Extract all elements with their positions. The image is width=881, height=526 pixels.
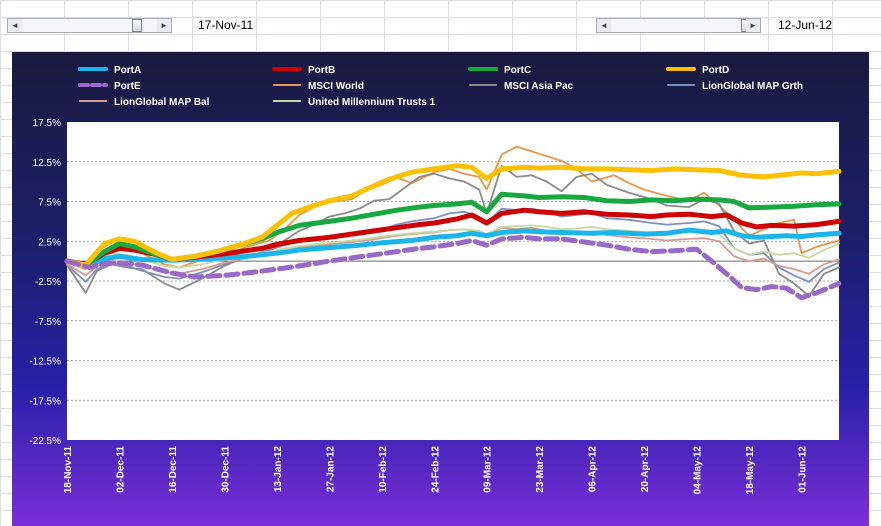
legend-label: MSCI Asia Pac xyxy=(504,81,574,92)
legend-label: PortA xyxy=(114,65,141,76)
scroll-right-arrow-icon[interactable]: ► xyxy=(746,19,760,32)
x-tick-label: 23-Mar-12 xyxy=(535,446,546,493)
x-tick-label: 16-Dec-11 xyxy=(168,446,179,493)
start-date-scrollbar[interactable]: ◄ ► xyxy=(7,18,172,33)
legend-label: PortE xyxy=(114,81,141,92)
legend-label: PortC xyxy=(504,65,531,76)
series-line-portd xyxy=(64,163,842,268)
x-tick-label: 04-May-12 xyxy=(693,446,704,495)
series-line-united-millennium-trusts-1 xyxy=(66,224,840,269)
x-tick-label: 13-Jan-12 xyxy=(273,446,284,493)
performance-line-chart: 17.5% 12.5% 7.5% 2.5% -2.5% -7.5% -12.5% -17.5%… xyxy=(29,65,842,495)
start-date-slider-thumb[interactable] xyxy=(132,19,142,32)
x-tick-label: 18-May-12 xyxy=(745,446,756,495)
end-date-label: 12-Jun-12 xyxy=(778,18,833,32)
start-date-label: 17-Nov-11 xyxy=(198,18,254,32)
legend-label: PortD xyxy=(702,65,729,76)
scroll-right-arrow-icon[interactable]: ► xyxy=(157,19,171,32)
x-tick-label: 02-Dec-11 xyxy=(115,446,126,493)
y-tick-label: -22.5% xyxy=(29,436,61,447)
x-tick-label: 18-Nov-11 xyxy=(63,446,74,494)
legend-label: LionGlobal MAP Grth xyxy=(702,81,803,92)
y-tick-label: 2.5% xyxy=(38,237,61,248)
x-tick-label: 20-Apr-12 xyxy=(640,446,651,493)
y-tick-label: -7.5% xyxy=(35,317,61,328)
legend-label: United Millennium Trusts 1 xyxy=(308,97,436,108)
x-tick-label: 01-Jun-12 xyxy=(798,446,809,493)
y-tick-label: 12.5% xyxy=(33,158,61,169)
end-date-scrollbar[interactable]: ◄ ► xyxy=(596,18,761,33)
chart-panel: 17.5% 12.5% 7.5% 2.5% -2.5% -7.5% -12.5% -17.5%… xyxy=(12,52,869,526)
y-tick-label: 17.5% xyxy=(33,118,61,129)
x-tick-label: 06-Apr-12 xyxy=(588,446,599,493)
legend-label: LionGlobal MAP Bal xyxy=(114,97,210,108)
legend-label: MSCI World xyxy=(308,81,364,92)
x-tick-label: 24-Feb-12 xyxy=(430,446,441,493)
scroll-left-arrow-icon[interactable]: ◄ xyxy=(8,19,22,32)
x-tick-label: 10-Feb-12 xyxy=(378,446,389,493)
scroll-left-arrow-icon[interactable]: ◄ xyxy=(597,19,611,32)
x-tick-label: 30-Dec-11 xyxy=(220,446,231,493)
series-line-porte xyxy=(64,234,842,301)
y-tick-label: 7.5% xyxy=(38,198,61,209)
legend-label: PortB xyxy=(308,65,335,76)
y-tick-label: -12.5% xyxy=(29,357,61,368)
y-tick-label: -2.5% xyxy=(35,277,61,288)
y-tick-label: -17.5% xyxy=(29,396,61,407)
x-tick-label: 09-Mar-12 xyxy=(483,446,494,493)
x-tick-label: 27-Jan-12 xyxy=(325,446,336,493)
